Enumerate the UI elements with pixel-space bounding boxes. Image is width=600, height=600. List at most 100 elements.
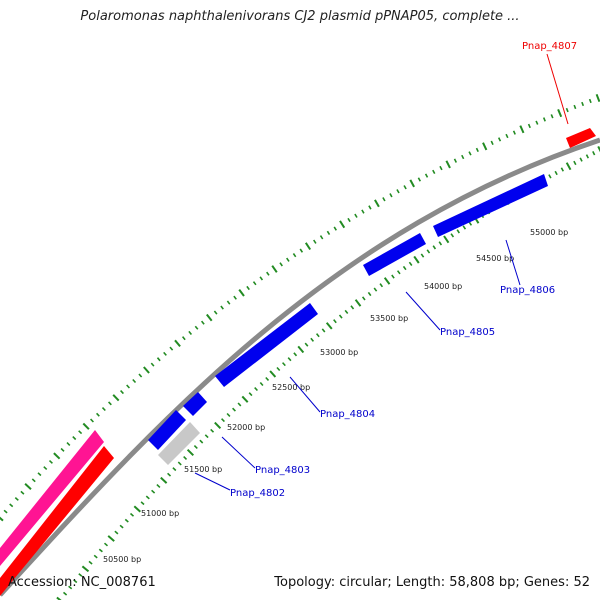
red-gene-band[interactable] (0, 446, 114, 596)
pnap-4805-gene-arrow[interactable] (363, 233, 426, 276)
minor-tick (204, 434, 209, 439)
scale-label: 54000 bp (424, 282, 462, 291)
leader-line (289, 376, 321, 413)
minor-tick (321, 328, 326, 333)
scale-label: 53000 bp (320, 348, 358, 357)
minor-tick (252, 281, 257, 286)
minor-tick (299, 248, 304, 253)
minor-tick (78, 573, 83, 577)
minor-tick (396, 270, 401, 275)
minor-tick (432, 169, 436, 174)
minor-tick (276, 366, 281, 372)
minor-tick (424, 173, 429, 178)
minor-tick (490, 140, 494, 146)
major-tick (133, 505, 141, 513)
inner-tick-ring (56, 145, 600, 600)
major-tick (112, 394, 120, 402)
minor-tick (9, 503, 14, 508)
major-tick (519, 125, 525, 134)
minor-tick (226, 300, 231, 305)
minor-tick (237, 402, 242, 407)
major-tick (206, 313, 213, 322)
minor-tick (73, 579, 78, 584)
minor-tick (226, 412, 231, 417)
gene-label-layer: Pnap_4802 Pnap_4803 Pnap_4804 Pnap_4805 Pnap… (194, 41, 577, 499)
minor-tick (527, 123, 531, 129)
minor-tick (344, 309, 349, 315)
minor-tick (333, 226, 337, 231)
minor-tick (259, 276, 264, 281)
minor-tick (43, 466, 48, 470)
inner-strand-genes (148, 174, 548, 465)
gene-label-pnap-4806[interactable]: Pnap_4806 (500, 285, 555, 296)
minor-tick (505, 133, 509, 139)
scale-label: 54500 bp (476, 254, 514, 263)
minor-tick (68, 585, 73, 590)
major-tick (354, 299, 362, 307)
minor-tick (319, 235, 324, 240)
minor-tick (232, 407, 236, 412)
major-tick (445, 160, 451, 169)
pnap-4803-gene-arrow[interactable] (148, 410, 186, 450)
minor-tick (93, 554, 98, 559)
major-tick (143, 366, 150, 374)
leader-line (505, 239, 521, 286)
major-tick (81, 565, 90, 573)
minor-tick (391, 274, 395, 279)
minor-tick (248, 392, 253, 397)
minor-tick (62, 591, 68, 596)
minor-tick (367, 291, 372, 297)
gene-label-pnap-4802[interactable]: Pnap_4802 (230, 488, 285, 499)
minor-tick (426, 249, 431, 254)
gene-label-pnap-4804[interactable]: Pnap_4804 (320, 409, 375, 420)
pnap-4806-gene-arrow[interactable] (433, 174, 548, 237)
minor-tick (138, 373, 143, 378)
minor-tick (279, 262, 283, 267)
minor-tick (361, 296, 366, 301)
minor-tick (193, 445, 198, 449)
major-tick (409, 179, 415, 188)
gene-label-pnap-4803[interactable]: Pnap_4803 (255, 465, 310, 476)
major-tick (325, 322, 333, 330)
minor-tick (124, 518, 129, 523)
minor-tick (266, 271, 270, 276)
minor-tick (286, 257, 290, 262)
scale-label: 52000 bp (227, 423, 265, 432)
minor-tick (408, 261, 413, 266)
plasmid-backbone (0, 137, 600, 597)
minor-tick (199, 439, 204, 444)
pnap-4807-gene-arrow[interactable] (566, 128, 596, 148)
outer-strand-genes (0, 128, 596, 596)
minor-tick (592, 151, 596, 156)
minor-tick (254, 387, 258, 392)
leader-line (405, 291, 441, 331)
minor-tick (560, 167, 565, 172)
scale-label: 51500 bp (184, 465, 222, 474)
minor-tick (221, 418, 225, 423)
minor-tick (333, 319, 337, 324)
major-tick (297, 345, 305, 354)
gene-label-pnap-4805[interactable]: Pnap_4805 (440, 327, 495, 338)
gene-label-pnap-4807[interactable]: Pnap_4807 (522, 41, 577, 52)
minor-tick (14, 497, 19, 501)
major-tick (82, 422, 90, 430)
pnap-4802-gene-arrow[interactable] (158, 422, 200, 465)
minor-tick (31, 478, 36, 483)
minor-tick (468, 221, 473, 226)
minor-tick (126, 384, 130, 389)
minor-tick (439, 165, 443, 171)
major-tick (374, 199, 380, 208)
minor-tick (588, 98, 592, 104)
minor-tick (129, 512, 135, 517)
minor-tick (120, 390, 124, 395)
pnap-4804-gene-arrow[interactable] (215, 303, 318, 387)
minor-tick (246, 285, 250, 291)
minor-tick (132, 378, 137, 384)
minor-tick (119, 524, 124, 529)
major-tick (383, 277, 391, 285)
pink-gene-band[interactable] (0, 430, 104, 566)
pnap-4803-gene-arrow[interactable] (183, 392, 207, 416)
minor-tick (461, 154, 465, 160)
scale-label: 53500 bp (370, 314, 408, 323)
minor-tick (389, 193, 393, 198)
